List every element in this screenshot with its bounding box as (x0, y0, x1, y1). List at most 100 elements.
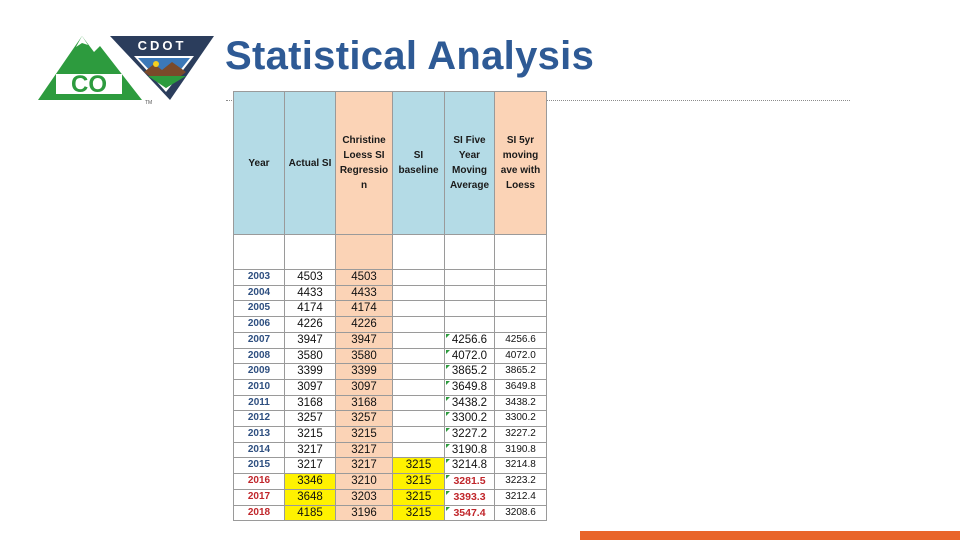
cell-loess: 3210 (335, 473, 393, 490)
cell-ma-loess: 3190.8 (494, 441, 547, 459)
header-ma-with-loess: SI 5yr moving ave with Loess (494, 91, 547, 235)
cell-ma-loess: 3865.2 (494, 363, 547, 380)
cell-ma-loess: 3300.2 (494, 410, 547, 428)
cell-year: 2007 (233, 331, 285, 349)
cell-five-year-ma: 3865.2 (444, 363, 495, 380)
cell-baseline: 3215 (392, 488, 445, 506)
cell-loess: 3215 (335, 426, 393, 443)
cell-actual-si: 3399 (284, 363, 336, 380)
cell-ma-loess (494, 316, 547, 333)
cell-five-year-ma: 3190.8 (444, 441, 495, 459)
cell-ma-loess (494, 269, 547, 286)
cell-year: 2010 (233, 378, 285, 396)
cell-ma-loess: 3227.2 (494, 426, 547, 443)
cell-baseline (392, 300, 445, 318)
cell-year: 2004 (233, 284, 285, 302)
cell-ma-loess: 4256.6 (494, 331, 547, 349)
table-row: 2014 3217 3217 3190.8 3190.8 (233, 441, 547, 459)
header-five-year-ma: SI Five Year Moving Average (444, 91, 495, 235)
cell-ma-loess: 3649.8 (494, 378, 547, 396)
table-row: 2015 3217 3217 3215 3214.8 3214.8 (233, 457, 547, 475)
header-loess-regression: Christine Loess SI Regressio n (335, 91, 393, 235)
cell-actual-si: 3346 (284, 473, 336, 490)
cell-actual-si: 3648 (284, 488, 336, 506)
cell-five-year-ma: 3300.2 (444, 410, 495, 428)
cell-ma-loess: 3212.4 (494, 488, 547, 506)
cell-loess: 3097 (335, 378, 393, 396)
cell-baseline: 3215 (392, 473, 445, 490)
cell-loess: 3203 (335, 488, 393, 506)
cell-actual-si: 4174 (284, 300, 336, 318)
table-row: 2006 4226 4226 (233, 316, 547, 333)
cell-loess: 3168 (335, 394, 393, 412)
cell-ma-loess (494, 284, 547, 302)
cell-loess: 3217 (335, 457, 393, 475)
cell-year: 2013 (233, 426, 285, 443)
cell-year: 2006 (233, 316, 285, 333)
table-header-row: Year Actual SI Christine Loess SI Regres… (233, 91, 547, 235)
cell-five-year-ma: 4256.6 (444, 331, 495, 349)
cell-year: 2016 (233, 473, 285, 490)
cell-ma-loess: 3214.8 (494, 457, 547, 475)
table-row: 2004 4433 4433 (233, 284, 547, 302)
cell-actual-si: 4433 (284, 284, 336, 302)
cell-five-year-ma: 3281.5 (444, 473, 495, 490)
statistics-table-image: Year Actual SI Christine Loess SI Regres… (233, 91, 547, 522)
cell-loess: 3947 (335, 331, 393, 349)
logo-tm-text: TM (145, 100, 152, 106)
table-row: 2007 3947 3947 4256.6 4256.6 (233, 331, 547, 349)
accent-bar (580, 531, 960, 540)
table-row: 2003 4503 4503 (233, 269, 547, 286)
header-year: Year (233, 91, 285, 235)
cell-five-year-ma: 3214.8 (444, 457, 495, 475)
table-row: 2012 3257 3257 3300.2 3300.2 (233, 410, 547, 428)
cell-baseline (392, 426, 445, 443)
cell-ma-loess: 4072.0 (494, 347, 547, 365)
table-spacer-row (233, 234, 547, 270)
cell-baseline (392, 410, 445, 428)
cell-year: 2017 (233, 488, 285, 506)
cell-five-year-ma: 3227.2 (444, 426, 495, 443)
cell-actual-si: 3580 (284, 347, 336, 365)
table-row: 2009 3399 3399 3865.2 3865.2 (233, 363, 547, 380)
cell-five-year-ma (444, 284, 495, 302)
cell-year: 2005 (233, 300, 285, 318)
cdot-logo: CO CDOT TM (38, 36, 214, 106)
cell-five-year-ma (444, 316, 495, 333)
table-row: 2013 3215 3215 3227.2 3227.2 (233, 426, 547, 443)
cell-five-year-ma: 3393.3 (444, 488, 495, 506)
cell-year: 2014 (233, 441, 285, 459)
cell-baseline (392, 378, 445, 396)
header-si-baseline: SI baseline (392, 91, 445, 235)
cell-ma-loess (494, 300, 547, 318)
cell-actual-si: 3168 (284, 394, 336, 412)
table-row: 2010 3097 3097 3649.8 3649.8 (233, 378, 547, 396)
logo-cdot-text: CDOT (138, 38, 187, 53)
cell-five-year-ma (444, 300, 495, 318)
logo-co-text: CO (71, 71, 107, 98)
cell-loess: 3399 (335, 363, 393, 380)
cell-actual-si: 3215 (284, 426, 336, 443)
cell-baseline (392, 441, 445, 459)
cell-ma-loess: 3208.6 (494, 504, 547, 522)
cell-baseline (392, 347, 445, 365)
cell-loess: 3257 (335, 410, 393, 428)
cell-baseline (392, 269, 445, 286)
cell-actual-si: 4185 (284, 504, 336, 522)
table-row: 2008 3580 3580 4072.0 4072.0 (233, 347, 547, 365)
cell-actual-si: 3217 (284, 457, 336, 475)
cell-year: 2008 (233, 347, 285, 365)
table-row: 2018 4185 3196 3215 3547.4 3208.6 (233, 504, 547, 522)
header-actual-si: Actual SI (284, 91, 336, 235)
cell-actual-si: 4503 (284, 269, 336, 286)
cell-loess: 4503 (335, 269, 393, 286)
cell-year: 2003 (233, 269, 285, 286)
cell-five-year-ma (444, 269, 495, 286)
cell-actual-si: 4226 (284, 316, 336, 333)
table-row: 2016 3346 3210 3215 3281.5 3223.2 (233, 473, 547, 490)
cell-year: 2015 (233, 457, 285, 475)
cell-year: 2018 (233, 504, 285, 522)
table-row: 2005 4174 4174 (233, 300, 547, 318)
cell-five-year-ma: 3547.4 (444, 504, 495, 522)
cell-loess: 4433 (335, 284, 393, 302)
